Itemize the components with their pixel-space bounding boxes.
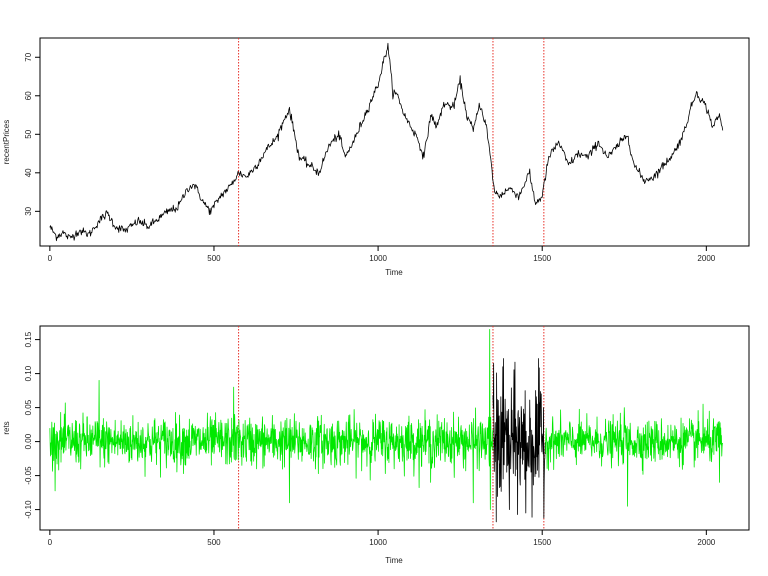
y-tick-label: 0.15: [24, 331, 33, 347]
y-tick-label: 70: [24, 52, 33, 61]
returns-y-axis: -0.10 -0.05 0.00 0.05 0.10 0.15: [24, 331, 40, 519]
y-tick-label: 0.10: [24, 365, 33, 381]
returns-panel: 0 500 1000 1500 2000 -0.10 -0.05 0.00 0.05 0.10 0…: [2, 325, 750, 565]
price-plot-frame: [39, 37, 750, 247]
y-tick-label: -0.10: [24, 500, 33, 519]
y-tick-label: 0.00: [24, 433, 33, 449]
price-panel: 0 500 1000 1500 2000 30 40 50 60 70 Time recentP…: [2, 37, 750, 277]
y-tick-label: 30: [24, 206, 33, 215]
returns-x-axis-title: Time: [385, 556, 403, 565]
x-tick-label: 1000: [369, 254, 387, 263]
price-y-axis: 30 40 50 60 70: [24, 52, 40, 216]
x-tick-label: 0: [48, 254, 53, 263]
price-x-axis: 0 500 1000 1500 2000: [48, 246, 716, 263]
y-tick-label: 60: [24, 91, 33, 100]
price-y-axis-title: recentPrices: [2, 120, 11, 164]
y-tick-label: 40: [24, 168, 33, 177]
price-series-line: [49, 42, 724, 242]
x-tick-label: 1000: [369, 538, 387, 547]
price-vlines: [238, 38, 545, 246]
x-tick-label: 0: [48, 538, 53, 547]
x-tick-label: 1500: [533, 538, 551, 547]
returns-series-line: [49, 329, 494, 510]
price-x-axis-title: Time: [385, 268, 403, 277]
y-tick-label: 0.05: [24, 399, 33, 415]
returns-plot-frame: [39, 325, 750, 531]
x-tick-label: 2000: [697, 254, 715, 263]
returns-series-line: [545, 403, 724, 507]
returns-y-axis-title: rets: [2, 421, 11, 434]
y-tick-label: 50: [24, 129, 33, 138]
price-series: [49, 42, 724, 242]
x-tick-label: 2000: [697, 538, 715, 547]
returns-series-line: [492, 358, 546, 523]
x-tick-label: 500: [207, 254, 221, 263]
returns-series: [49, 329, 724, 523]
x-tick-label: 500: [207, 538, 221, 547]
x-tick-label: 1500: [533, 254, 551, 263]
returns-x-axis: 0 500 1000 1500 2000: [48, 530, 716, 547]
y-tick-label: -0.05: [24, 466, 33, 485]
